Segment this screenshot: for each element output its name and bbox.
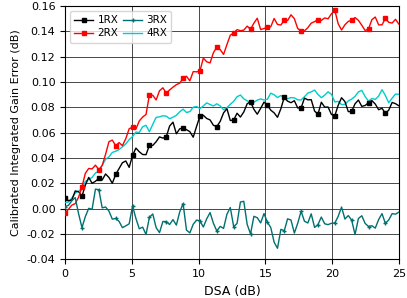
- 4RX: [127, 138, 131, 142]
- Y-axis label: Calibrated Integrated Gain Error (dB): Calibrated Integrated Gain Error (dB): [11, 29, 21, 236]
- 3RX: [265, 221, 270, 224]
- 1RX: [376, 108, 381, 111]
- 2RX: [140, 115, 145, 119]
- 2RX: [127, 127, 131, 131]
- 3RX: [386, 218, 391, 222]
- Legend: 1RX, 2RX, 3RX, 4RX: 1RX, 2RX, 3RX, 4RX: [70, 11, 171, 43]
- 1RX: [265, 103, 270, 107]
- 4RX: [262, 98, 267, 102]
- 2RX: [234, 28, 239, 31]
- 2RX: [63, 211, 68, 215]
- 1RX: [238, 115, 243, 119]
- 1RX: [66, 199, 71, 202]
- 3RX: [144, 233, 149, 236]
- 1RX: [282, 96, 287, 99]
- 3RX: [63, 205, 68, 208]
- 3RX: [376, 218, 381, 221]
- 4RX: [380, 88, 385, 91]
- 1RX: [386, 108, 391, 112]
- 3RX: [93, 187, 98, 191]
- 1RX: [130, 154, 135, 157]
- Line: 3RX: 3RX: [63, 187, 401, 251]
- 3RX: [396, 210, 401, 214]
- 1RX: [63, 196, 68, 200]
- 2RX: [383, 17, 388, 20]
- 4RX: [396, 93, 401, 96]
- 3RX: [130, 204, 135, 208]
- 2RX: [262, 27, 267, 30]
- 1RX: [396, 104, 401, 108]
- 4RX: [370, 97, 374, 100]
- 4RX: [140, 125, 145, 128]
- 2RX: [333, 9, 337, 12]
- Line: 4RX: 4RX: [65, 90, 399, 203]
- Line: 2RX: 2RX: [63, 8, 401, 215]
- 2RX: [373, 15, 378, 19]
- 4RX: [383, 94, 388, 97]
- X-axis label: DSA (dB): DSA (dB): [204, 285, 260, 297]
- 4RX: [63, 201, 68, 204]
- 1RX: [144, 153, 149, 156]
- 2RX: [396, 22, 401, 26]
- Line: 1RX: 1RX: [63, 95, 401, 203]
- 3RX: [275, 246, 280, 250]
- 3RX: [238, 200, 243, 204]
- 4RX: [234, 95, 239, 99]
